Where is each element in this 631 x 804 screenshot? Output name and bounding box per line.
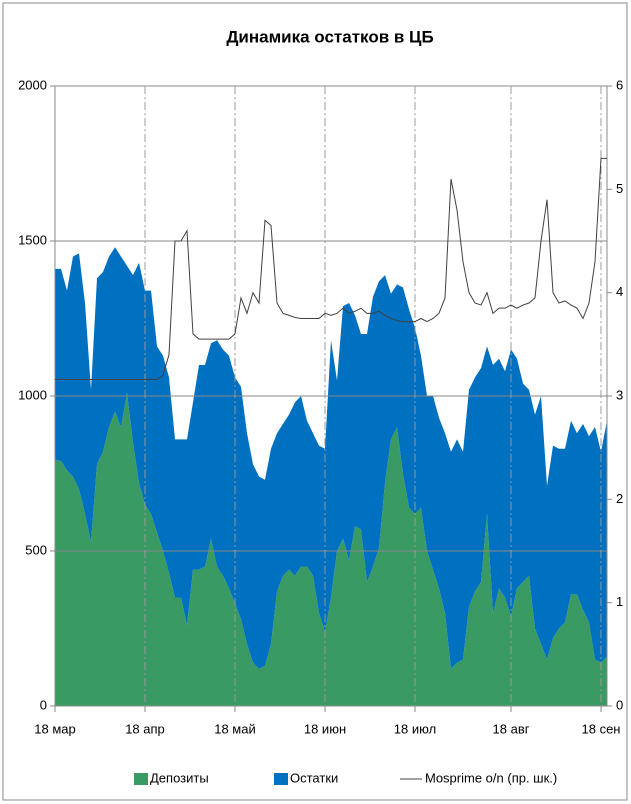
legend-swatch — [274, 773, 288, 785]
area — [55, 247, 607, 669]
legend-label: Mosprime o/n (пр. шк.) — [425, 770, 557, 785]
y2-tick-label: 6 — [616, 77, 623, 92]
y2-tick-label: 0 — [616, 697, 623, 712]
x-tick-label: 18 апр — [125, 721, 165, 736]
x-tick-label: 18 сен — [582, 721, 621, 736]
chart-title: Динамика остатков в ЦБ — [226, 27, 433, 46]
y2-tick-label: 2 — [616, 491, 623, 506]
x-tick-label: 18 авг — [493, 721, 530, 736]
legend-label: Остатки — [290, 770, 338, 785]
line — [55, 157, 607, 380]
y-tick-label: 0 — [40, 697, 47, 712]
y-tick-label: 1500 — [18, 232, 47, 247]
x-tick-label: 18 июн — [304, 721, 346, 736]
y-tick-label: 2000 — [18, 77, 47, 92]
y-tick-label: 1000 — [18, 387, 47, 402]
x-tick-label: 18 май — [214, 721, 256, 736]
y2-tick-label: 3 — [616, 387, 623, 402]
y2-tick-label: 4 — [616, 284, 623, 299]
y2-tick-label: 1 — [616, 594, 623, 609]
x-tick-label: 18 мар — [34, 721, 75, 736]
x-tick-label: 18 июл — [394, 721, 436, 736]
legend-swatch — [134, 773, 148, 785]
y2-tick-label: 5 — [616, 181, 623, 196]
y-tick-label: 500 — [25, 542, 47, 557]
legend-label: Депозиты — [150, 770, 209, 785]
area — [55, 392, 607, 706]
